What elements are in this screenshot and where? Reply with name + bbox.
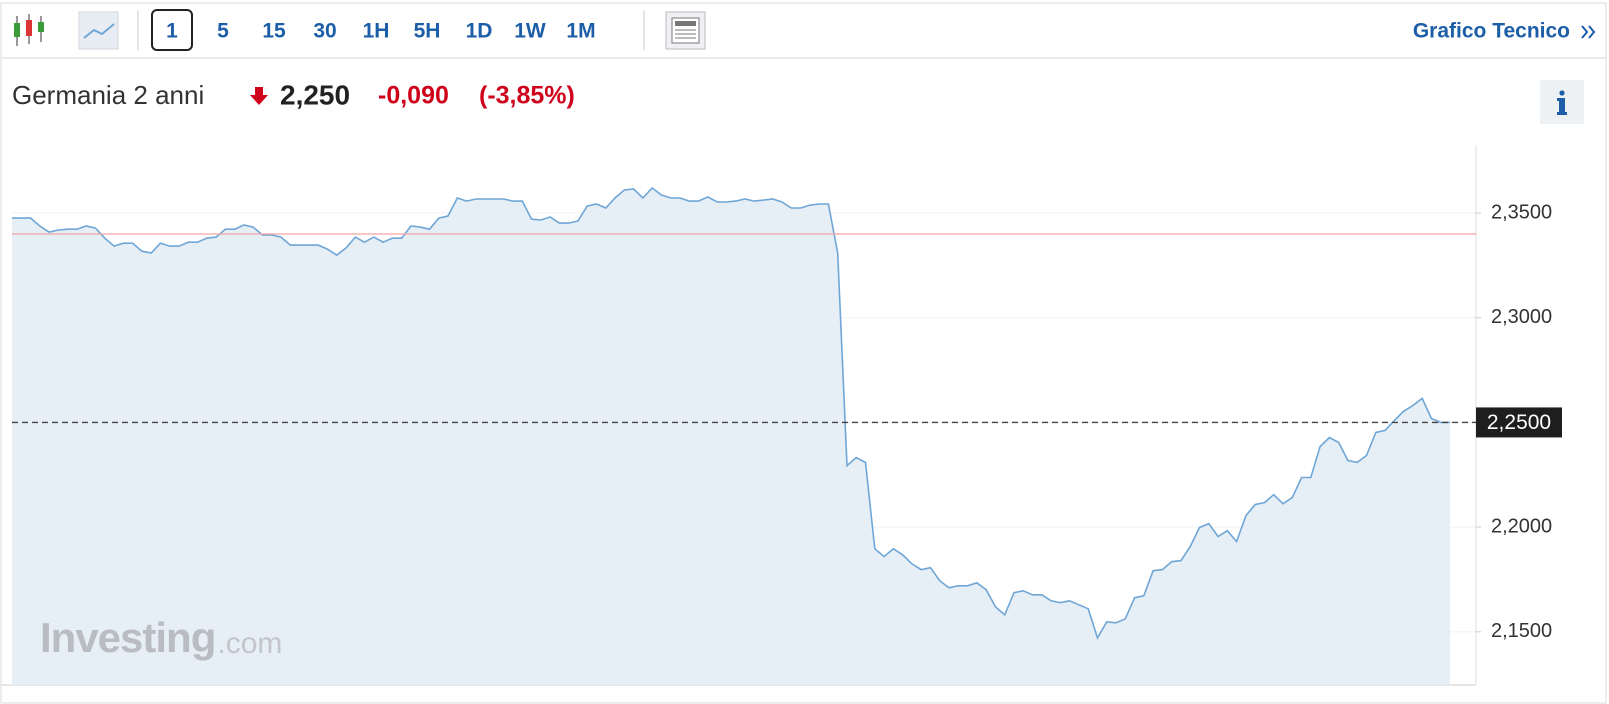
interval-button[interactable]: 30 (313, 20, 336, 43)
interval-button[interactable]: 1 (166, 20, 178, 43)
news-icon[interactable] (665, 11, 706, 50)
last-price-box (1476, 407, 1562, 438)
last-price: 2,250 (280, 79, 350, 110)
y-tick-label: 2,2000 (1491, 515, 1552, 537)
plot: 2,1500 2,2000 2,2500 2,3000 2,3500 Investing.… (1, 145, 1562, 686)
active-interval-box (151, 9, 193, 51)
y-tick-label: 2,3000 (1491, 306, 1552, 328)
interval-button[interactable]: 15 (262, 20, 286, 43)
area-icon[interactable] (78, 11, 119, 50)
watermark-suffix: .com (217, 627, 282, 660)
chevrons[interactable] (1581, 25, 1596, 39)
change-percent: (-3,85%) (479, 82, 575, 110)
technical-chart-link[interactable]: Grafico Tecnico (1413, 20, 1570, 43)
price-line (12, 186, 1450, 640)
last-price-label: 2,2500 (1487, 411, 1551, 434)
watermark-brand: Investing (40, 614, 215, 661)
y-tick-label: 2,1500 (1491, 620, 1552, 642)
info-button[interactable] (1540, 80, 1584, 124)
candle-icon[interactable] (14, 14, 44, 46)
down-arrow (250, 87, 268, 105)
interval-button[interactable]: 1D (466, 20, 493, 43)
change: -0,090 (378, 82, 449, 110)
interval-button[interactable]: 1W (514, 20, 546, 43)
interval-button[interactable]: 1H (363, 20, 390, 43)
instrument-name: Germania 2 anni (12, 80, 204, 110)
interval-button[interactable]: 1M (566, 20, 595, 43)
interval-button[interactable]: 5 (217, 20, 229, 43)
interval-button[interactable]: 5H (414, 20, 441, 43)
area (12, 187, 1450, 685)
y-tick-label: 2,3500 (1491, 201, 1552, 223)
